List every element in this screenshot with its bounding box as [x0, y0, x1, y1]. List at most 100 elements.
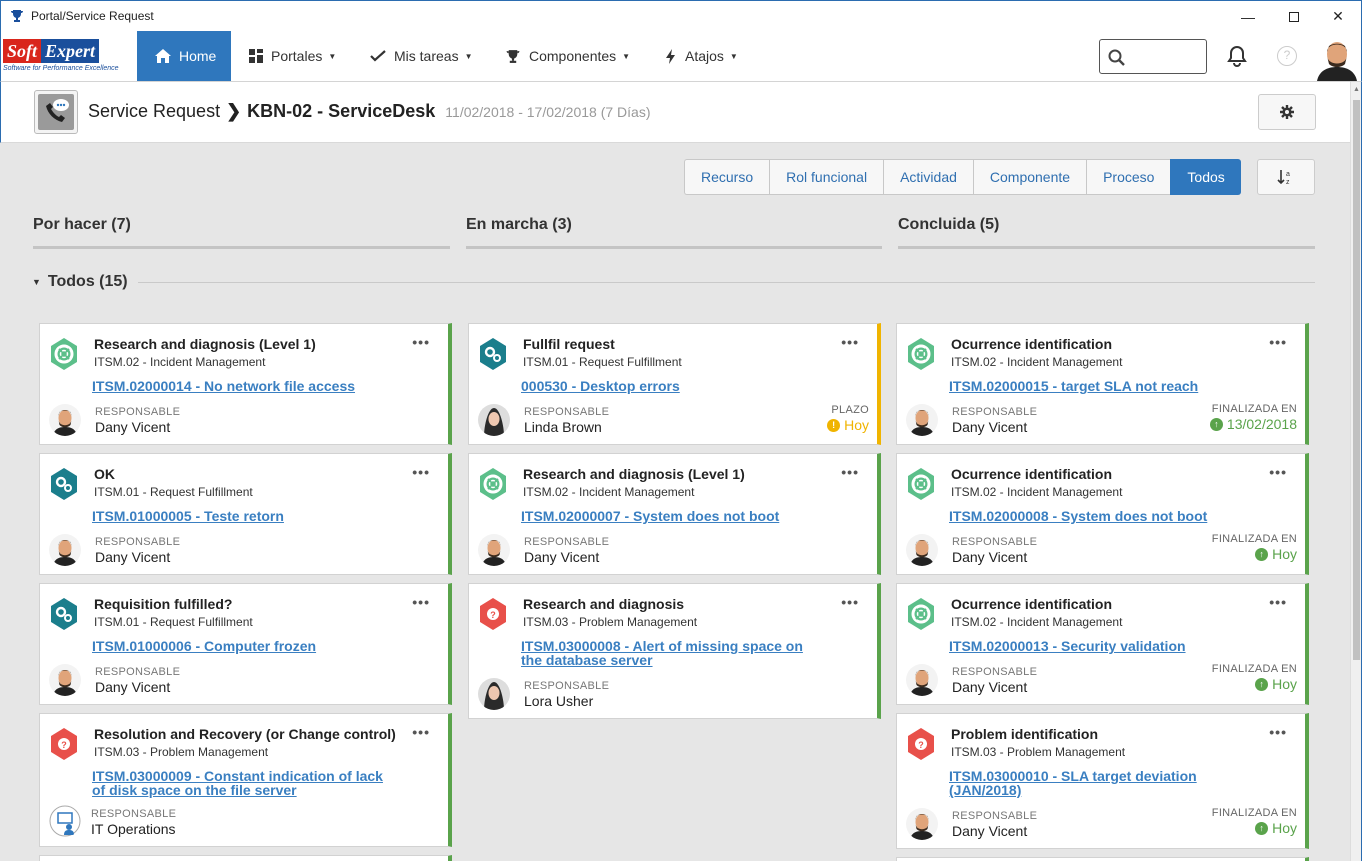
nav-portales[interactable]: Portales ▼: [249, 31, 336, 81]
filter-proceso[interactable]: Proceso: [1086, 159, 1171, 195]
responsable-name: Dany Vicent: [95, 419, 171, 435]
card-link[interactable]: ITSM.01000006 - Computer frozen: [92, 638, 317, 654]
task-card[interactable]: Fullfil request ITSM.01 - Request Fulfil…: [468, 323, 881, 445]
softexpert-logo[interactable]: Soft Expert Software for Performance Exce…: [3, 39, 119, 72]
task-card[interactable]: Ocurrence identification ITSM.02 - Incid…: [896, 453, 1309, 575]
nav-componentes[interactable]: Componentes ▼: [505, 31, 630, 81]
card-link[interactable]: 000530 - Desktop errors: [521, 378, 680, 394]
card-link[interactable]: ITSM.02000015 - target SLA not reach: [949, 378, 1199, 394]
service-request-icon: [34, 90, 78, 134]
card-link[interactable]: ITSM.03000008 - Alert of missing space o…: [521, 638, 803, 668]
chevron-right-icon: ❯: [226, 101, 242, 121]
group-avatar: [49, 805, 81, 837]
more-options-icon[interactable]: •••: [1269, 464, 1287, 480]
vertical-scrollbar[interactable]: ▲: [1350, 82, 1362, 861]
grid-icon: [249, 49, 263, 63]
more-options-icon[interactable]: •••: [841, 334, 859, 350]
task-card-partial[interactable]: [39, 855, 452, 861]
more-options-icon[interactable]: •••: [1269, 594, 1287, 610]
filter-componente[interactable]: Componente: [972, 159, 1087, 195]
card-link[interactable]: ITSM.02000014 - No network file access: [92, 378, 356, 394]
warning-icon: !: [827, 418, 841, 432]
card-link[interactable]: ITSM.01000005 - Teste retorn: [92, 508, 284, 524]
responsable-name: Dany Vicent: [952, 823, 1028, 839]
task-card[interactable]: Requisition fulfilled? ITSM.01 - Request…: [39, 583, 452, 705]
card-link[interactable]: ITSM.03000010 - SLA target deviation (JA…: [949, 768, 1197, 798]
group-header[interactable]: ▼ Todos (15): [32, 272, 1315, 292]
more-options-icon[interactable]: •••: [1269, 334, 1287, 350]
more-options-icon[interactable]: •••: [1269, 724, 1287, 740]
filter-actividad[interactable]: Actividad: [883, 159, 973, 195]
responsable-name: Dany Vicent: [95, 549, 171, 565]
avatar: [478, 404, 510, 436]
gears-icon: [49, 467, 79, 501]
card-link[interactable]: ITSM.02000013 - Security validation: [949, 638, 1186, 654]
more-options-icon[interactable]: •••: [412, 724, 430, 740]
more-options-icon[interactable]: •••: [412, 334, 430, 350]
maximize-button[interactable]: [1271, 1, 1317, 32]
status-value: ↑ Hoy: [1255, 676, 1297, 692]
top-navbar: Soft Expert Software for Performance Exce…: [0, 31, 1362, 82]
status-label: PLAZO: [831, 404, 869, 416]
window-titlebar: Portal/Service Request — ✕: [0, 0, 1362, 31]
responsable-label: RESPONSABLE: [524, 406, 610, 418]
task-card-partial[interactable]: [896, 857, 1309, 861]
card-title: Fullfil request: [523, 336, 615, 352]
nav-atajos[interactable]: Atajos ▼: [665, 31, 738, 81]
avatar: [906, 664, 938, 696]
card-title: Ocurrence identification: [951, 466, 1113, 482]
filter-todos[interactable]: Todos: [1170, 159, 1241, 195]
window-title: Portal/Service Request: [31, 9, 154, 23]
task-card[interactable]: Ocurrence identification ITSM.02 - Incid…: [896, 583, 1309, 705]
bolt-icon: [665, 48, 677, 64]
breadcrumb-parent[interactable]: Service Request: [88, 101, 221, 121]
more-options-icon[interactable]: •••: [841, 594, 859, 610]
group-label: Todos (15): [47, 273, 128, 290]
more-options-icon[interactable]: •••: [841, 464, 859, 480]
task-card[interactable]: Ocurrence identification ITSM.02 - Incid…: [896, 323, 1309, 445]
column-header-en-marcha: En marcha (3): [466, 216, 882, 249]
responsable-name: Dany Vicent: [952, 419, 1028, 435]
svg-text:a: a: [1286, 171, 1290, 178]
more-options-icon[interactable]: •••: [412, 594, 430, 610]
card-link[interactable]: ITSM.02000007 - System does not boot: [521, 508, 780, 524]
status-label: FINALIZADA EN: [1211, 403, 1297, 415]
status-value: ! Hoy: [827, 417, 869, 433]
avatar: [906, 404, 938, 436]
card-title: OK: [94, 466, 115, 482]
responsable-name: Lora Usher: [524, 693, 594, 709]
task-card[interactable]: Research and diagnosis (Level 1) ITSM.02…: [468, 453, 881, 575]
task-card[interactable]: ? Problem identification ITSM.03 - Probl…: [896, 713, 1309, 849]
lifebuoy-icon: [49, 337, 79, 371]
arrow-up-icon: ↑: [1255, 547, 1269, 561]
help-icon[interactable]: ?: [1277, 46, 1297, 66]
card-link[interactable]: ITSM.02000008 - System does not boot: [949, 508, 1208, 524]
user-avatar[interactable]: [1313, 32, 1361, 81]
arrow-up-icon: ↑: [1209, 417, 1223, 431]
card-process: ITSM.02 - Incident Management: [951, 615, 1123, 629]
settings-button[interactable]: [1258, 94, 1316, 130]
filter-rol-funcional[interactable]: Rol funcional: [769, 159, 884, 195]
lifebuoy-icon: [906, 597, 936, 631]
responsable-name: Dany Vicent: [524, 549, 600, 565]
scrollbar-thumb[interactable]: [1353, 100, 1360, 660]
caret-down-icon: ▼: [32, 277, 41, 287]
task-card[interactable]: OK ITSM.01 - Request Fulfillment ••• ITS…: [39, 453, 452, 575]
more-options-icon[interactable]: •••: [412, 464, 430, 480]
question-icon: ?: [49, 727, 79, 761]
close-button[interactable]: ✕: [1332, 8, 1344, 24]
lifebuoy-icon: [478, 467, 508, 501]
svg-text:?: ?: [61, 740, 67, 750]
search-input[interactable]: [1099, 39, 1207, 74]
task-card[interactable]: Research and diagnosis (Level 1) ITSM.02…: [39, 323, 452, 445]
filter-recurso[interactable]: Recurso: [684, 159, 770, 195]
card-link[interactable]: ITSM.03000009 - Constant indication of l…: [92, 768, 383, 798]
task-card[interactable]: ? Research and diagnosis ITSM.03 - Probl…: [468, 583, 881, 719]
bell-icon[interactable]: [1227, 45, 1247, 67]
minimize-button[interactable]: —: [1241, 8, 1255, 25]
card-process: ITSM.01 - Request Fulfillment: [523, 355, 682, 369]
nav-mis-tareas[interactable]: Mis tareas ▼: [370, 31, 473, 81]
nav-home[interactable]: Home: [137, 31, 231, 81]
task-card[interactable]: ? Resolution and Recovery (or Change con…: [39, 713, 452, 847]
